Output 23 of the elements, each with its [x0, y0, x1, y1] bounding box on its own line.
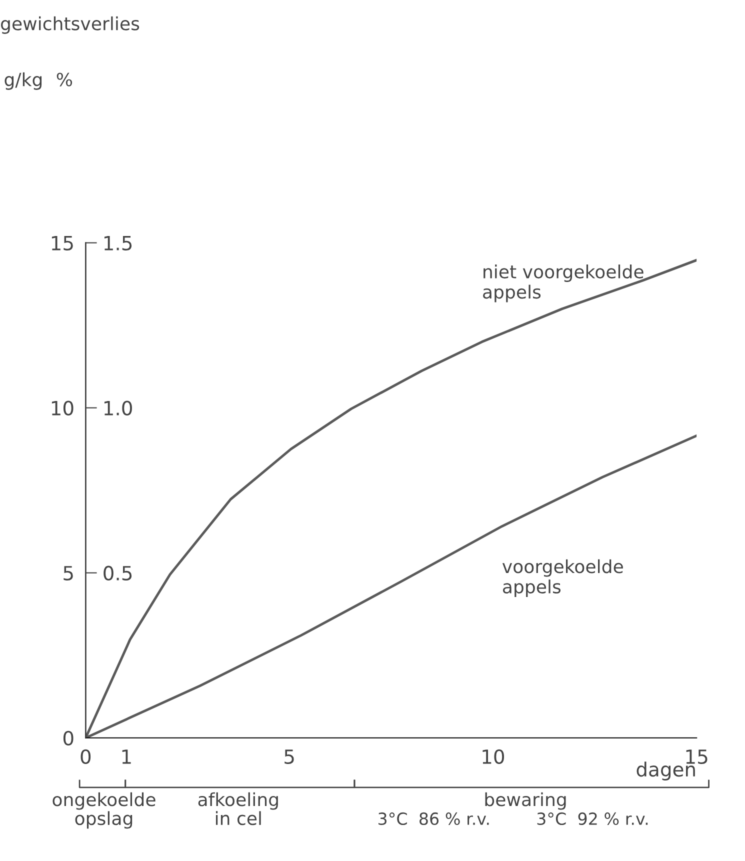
- y2-tick-label: 1.0: [104, 400, 132, 416]
- series-label: voorgekoelde appels: [502, 559, 623, 598]
- y-tick-label: 0: [63, 730, 74, 746]
- text: 3°C 92 % r.v.: [537, 812, 648, 826]
- text: %: [56, 72, 72, 86]
- chart-title: gewichtsverlies: [0, 16, 140, 34]
- x-tick-label: 15: [686, 750, 708, 764]
- y2-tick-label: 1.5: [104, 236, 132, 250]
- text: ongekoelde opslag: [52, 792, 156, 829]
- text: bewaring: [485, 792, 566, 810]
- x-tick-label: 1: [122, 750, 131, 764]
- x-tick-label: 5: [284, 750, 294, 764]
- x-axis-title: dagen: [636, 762, 695, 780]
- series-label: niet voorgekoelde appels: [483, 264, 644, 302]
- x-tick-label: 10: [482, 749, 504, 764]
- y-tick-label: 10: [52, 400, 74, 416]
- text: g/kg: [4, 72, 42, 90]
- x-tick-label: 0: [80, 749, 91, 764]
- text: afkoeling in cel: [198, 792, 278, 826]
- y-tick-label: 5: [64, 566, 73, 581]
- y-tick-label: 15: [52, 236, 73, 250]
- y2-tick-label: 0.5: [104, 566, 132, 581]
- text: 3°C 86 % r.v.: [378, 812, 489, 826]
